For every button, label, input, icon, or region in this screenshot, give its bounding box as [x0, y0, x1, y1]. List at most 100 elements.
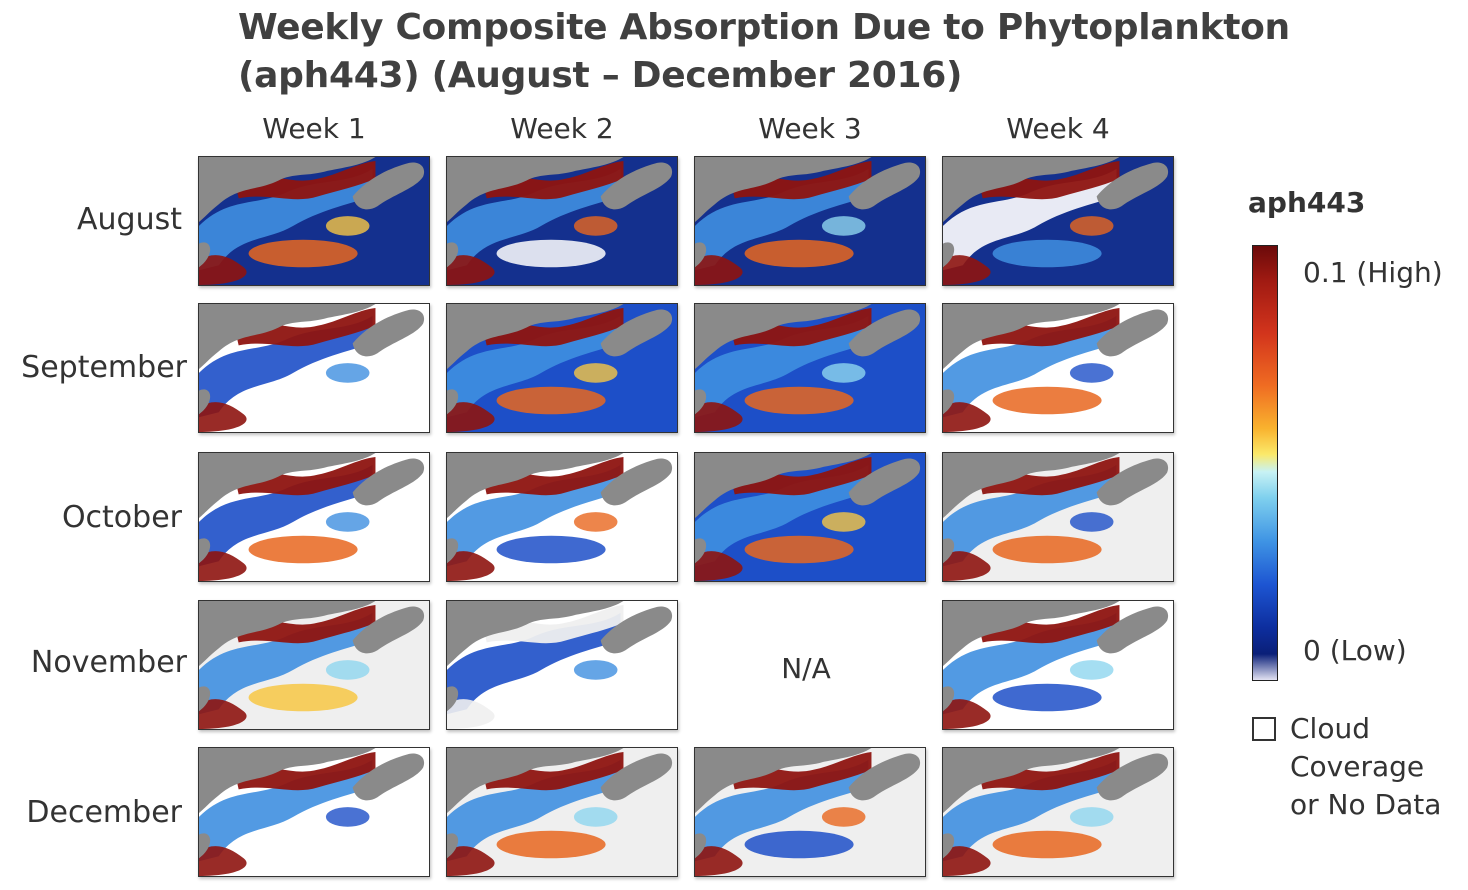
coastal-water-band	[199, 464, 373, 567]
coastal-water-band	[447, 464, 621, 567]
map-panel-november-week-4	[942, 600, 1174, 730]
map-panel-september-week-2	[446, 303, 678, 433]
bloom-patch	[199, 846, 247, 876]
bloom-patch	[325, 363, 370, 383]
land-cape	[943, 686, 955, 712]
row-header-november: November	[30, 645, 187, 680]
bloom-patch	[821, 216, 866, 236]
bloom-patch	[233, 160, 376, 200]
map-panel-august-week-2	[446, 156, 678, 286]
land-cape	[199, 686, 211, 712]
land-mainland	[695, 304, 872, 369]
land-mainland	[199, 601, 376, 666]
bloom-patch	[248, 830, 358, 859]
bloom-patch	[977, 751, 1120, 791]
bloom-patch	[992, 830, 1102, 859]
bloom-patch	[573, 512, 618, 532]
bloom-patch	[729, 160, 872, 200]
coastal-water-band	[447, 315, 621, 418]
row-header-october: October	[61, 500, 182, 535]
land-peninsula	[352, 162, 425, 210]
no-data-label-line-1: Cloud	[1290, 712, 1370, 745]
bloom-patch	[325, 807, 370, 827]
coastal-water-band	[695, 315, 869, 418]
coastal-water-band	[943, 315, 1117, 418]
bloom-patch	[496, 683, 606, 712]
bloom-patch	[248, 386, 358, 415]
bloom-patch	[573, 807, 618, 827]
land-peninsula	[600, 753, 673, 801]
no-data-legend-label: Cloud Coverage or No Data	[1290, 710, 1468, 824]
bloom-patch	[496, 239, 606, 268]
coastal-water-band	[199, 612, 373, 715]
bloom-patch	[821, 512, 866, 532]
land-cape	[695, 242, 707, 268]
land-cape	[447, 833, 459, 859]
land-cape	[695, 538, 707, 564]
bloom-patch	[325, 512, 370, 532]
map-panel-october-week-2	[446, 452, 678, 582]
map-panel-november-week-1	[198, 600, 430, 730]
land-peninsula	[848, 458, 921, 506]
column-header-week-1: Week 1	[262, 112, 366, 145]
land-peninsula	[352, 309, 425, 357]
bloom-patch	[992, 535, 1102, 564]
bloom-patch	[729, 751, 872, 791]
colorbar-high-label: 0.1 (High)	[1303, 256, 1443, 289]
land-mainland	[199, 304, 376, 369]
land-mainland	[943, 453, 1120, 518]
colorbar	[1252, 245, 1278, 681]
map-panel-december-week-1	[198, 747, 430, 877]
bloom-patch	[199, 402, 247, 432]
colorbar-low-label: 0 (Low)	[1303, 634, 1407, 667]
row-header-december: December	[26, 795, 182, 830]
land-mainland	[695, 453, 872, 518]
bloom-patch	[481, 604, 624, 644]
bloom-patch	[1069, 807, 1114, 827]
bloom-patch	[943, 551, 991, 581]
bloom-patch	[992, 239, 1102, 268]
bloom-patch	[943, 699, 991, 729]
land-peninsula	[848, 753, 921, 801]
no-data-label-line-3: or No Data	[1290, 788, 1442, 821]
bloom-patch	[977, 456, 1120, 496]
bloom-patch	[1069, 512, 1114, 532]
land-cape	[943, 833, 955, 859]
land-peninsula	[600, 458, 673, 506]
bloom-patch	[248, 535, 358, 564]
land-peninsula	[352, 606, 425, 654]
bloom-patch	[943, 402, 991, 432]
land-mainland	[199, 748, 376, 813]
bloom-patch	[447, 255, 495, 285]
bloom-patch	[481, 751, 624, 791]
bloom-patch	[496, 386, 606, 415]
bloom-patch	[496, 535, 606, 564]
land-mainland	[943, 748, 1120, 813]
land-cape	[447, 686, 459, 712]
land-cape	[695, 389, 707, 415]
land-mainland	[447, 304, 624, 369]
bloom-patch	[729, 307, 872, 347]
bloom-patch	[199, 699, 247, 729]
bloom-patch	[573, 216, 618, 236]
title-line-1: Weekly Composite Absorption Due to Phyto…	[238, 7, 1290, 48]
bloom-patch	[1069, 363, 1114, 383]
bloom-patch	[481, 307, 624, 347]
bloom-patch	[447, 551, 495, 581]
land-peninsula	[600, 309, 673, 357]
land-mainland	[199, 157, 376, 222]
column-header-week-4: Week 4	[1006, 112, 1110, 145]
bloom-patch	[821, 807, 866, 827]
coastal-water-band	[695, 464, 869, 567]
land-peninsula	[600, 162, 673, 210]
coastal-water-band	[943, 759, 1117, 862]
bloom-patch	[496, 830, 606, 859]
bloom-patch	[744, 386, 854, 415]
land-mainland	[447, 157, 624, 222]
land-peninsula	[352, 753, 425, 801]
land-cape	[447, 242, 459, 268]
land-mainland	[943, 157, 1120, 222]
bloom-patch	[821, 363, 866, 383]
bloom-patch	[744, 535, 854, 564]
bloom-patch	[943, 255, 991, 285]
